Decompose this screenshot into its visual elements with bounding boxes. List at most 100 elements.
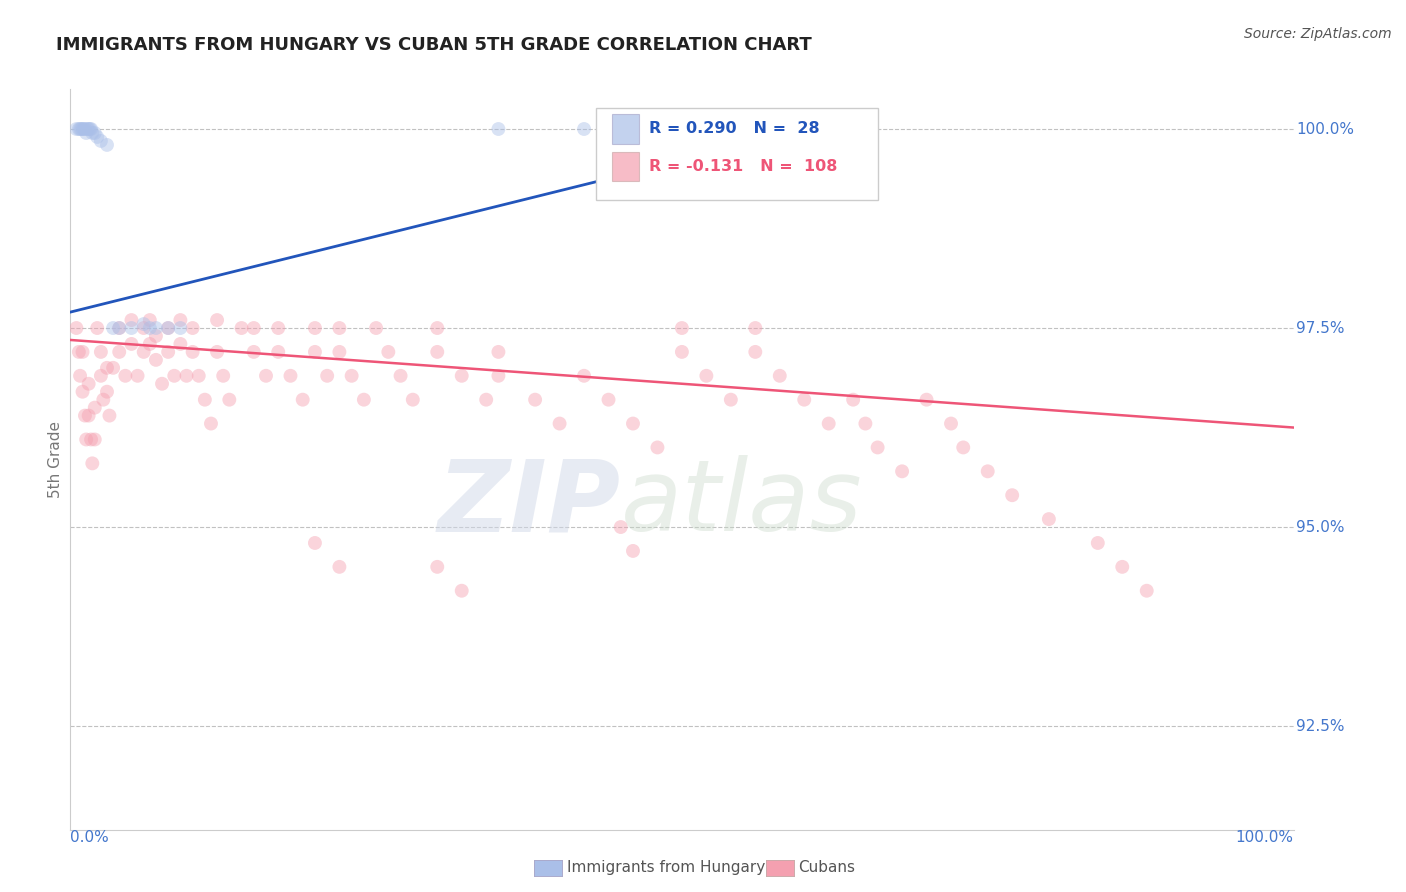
Point: [304, 536, 326, 550]
Point: [70, 122, 93, 136]
Point: [80, 433, 103, 447]
FancyBboxPatch shape: [612, 152, 640, 181]
Point: [86, 130, 108, 145]
Point: [157, 321, 180, 335]
Point: [96, 360, 118, 375]
Point: [91, 392, 114, 407]
Point: [73, 122, 96, 136]
Point: [132, 345, 155, 359]
Point: [695, 368, 717, 383]
Point: [328, 321, 350, 335]
Point: [187, 368, 209, 383]
Text: 97.5%: 97.5%: [1296, 320, 1344, 335]
Point: [243, 321, 266, 335]
Point: [488, 345, 510, 359]
Point: [1111, 559, 1133, 574]
Point: [132, 321, 155, 335]
Point: [181, 345, 204, 359]
Point: [524, 392, 547, 407]
Point: [488, 368, 510, 383]
Point: [976, 464, 998, 478]
Point: [75, 433, 97, 447]
Text: ZIP: ZIP: [437, 455, 621, 552]
Point: [316, 368, 339, 383]
Point: [65, 122, 87, 136]
Point: [72, 345, 94, 359]
Point: [108, 345, 131, 359]
Point: [96, 137, 118, 152]
Point: [267, 345, 290, 359]
Point: [77, 376, 100, 391]
Point: [267, 321, 290, 335]
Point: [328, 345, 350, 359]
Point: [304, 321, 326, 335]
Text: R = -0.131   N =  108: R = -0.131 N = 108: [650, 159, 837, 174]
Point: [671, 321, 693, 335]
Point: [150, 376, 173, 391]
Point: [121, 321, 143, 335]
Point: [621, 417, 644, 431]
Point: [145, 352, 167, 367]
Point: [132, 317, 155, 331]
Point: [163, 368, 186, 383]
Point: [72, 384, 94, 399]
Point: [73, 122, 96, 136]
Point: [176, 368, 198, 383]
Point: [218, 392, 240, 407]
Text: 95.0%: 95.0%: [1296, 519, 1344, 534]
Point: [72, 122, 94, 136]
Point: [83, 126, 105, 140]
Point: [139, 313, 162, 327]
Point: [145, 321, 167, 335]
Point: [647, 441, 669, 455]
Point: [280, 368, 302, 383]
Text: 92.5%: 92.5%: [1296, 719, 1344, 733]
Point: [1038, 512, 1060, 526]
Point: [1087, 536, 1109, 550]
Point: [83, 433, 105, 447]
Point: [205, 345, 228, 359]
Point: [572, 122, 595, 136]
Point: [67, 122, 90, 136]
Point: [426, 345, 449, 359]
Point: [328, 559, 350, 574]
Point: [952, 441, 974, 455]
Point: [915, 392, 938, 407]
Point: [65, 321, 87, 335]
Point: [101, 360, 124, 375]
Point: [621, 544, 644, 558]
Point: [389, 368, 412, 383]
Point: [121, 337, 143, 351]
Point: [842, 392, 865, 407]
Point: [108, 321, 131, 335]
Point: [426, 559, 449, 574]
Point: [475, 392, 498, 407]
Point: [83, 401, 105, 415]
Point: [353, 392, 375, 407]
Point: [671, 345, 693, 359]
Point: [67, 345, 90, 359]
Point: [77, 122, 100, 136]
Point: [76, 122, 98, 136]
Point: [101, 321, 124, 335]
Text: 0.0%: 0.0%: [70, 830, 110, 845]
Text: atlas: atlas: [621, 455, 862, 552]
Point: [1136, 583, 1159, 598]
Point: [855, 417, 877, 431]
Point: [121, 313, 143, 327]
Point: [891, 464, 914, 478]
Point: [139, 337, 162, 351]
Point: [90, 368, 112, 383]
Point: [90, 134, 112, 148]
Point: [744, 321, 766, 335]
Point: [80, 122, 103, 136]
Point: [488, 122, 510, 136]
Point: [90, 345, 112, 359]
FancyBboxPatch shape: [596, 108, 877, 201]
Point: [200, 417, 222, 431]
Point: [426, 321, 449, 335]
Point: [169, 337, 191, 351]
Point: [377, 345, 399, 359]
Point: [243, 345, 266, 359]
Point: [450, 583, 472, 598]
